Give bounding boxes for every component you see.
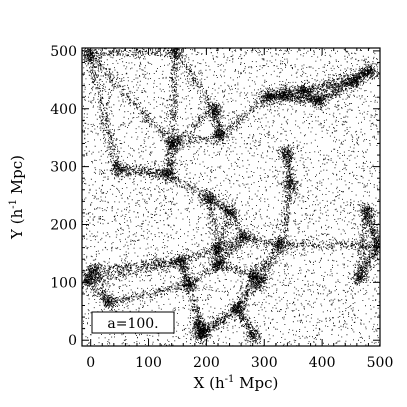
particle-point-cluster [170, 79, 369, 333]
annotation-label: a=100. [107, 316, 158, 332]
y-tick-label: 100 [50, 275, 77, 291]
particle-point-cluster [89, 61, 380, 340]
x-tick-label: 200 [193, 355, 220, 371]
x-tick-label: 100 [135, 355, 162, 371]
y-tick-label: 500 [50, 44, 77, 60]
particle-point-cluster [83, 52, 373, 315]
x-tick-label: 300 [251, 355, 278, 371]
y-axis-label: Y (h-1 Mpc) [8, 155, 26, 240]
particle-point-cluster [82, 48, 380, 346]
y-tick-label: 0 [68, 333, 77, 349]
y-tick-label: 300 [50, 160, 77, 176]
scale-factor-annotation: a=100. [91, 311, 175, 334]
particle-point-cluster [85, 82, 380, 290]
x-tick-label: 500 [367, 355, 394, 371]
x-axis-label: X (h-1 Mpc) [194, 374, 279, 392]
x-tick-label: 0 [86, 355, 95, 371]
particle-points [82, 48, 380, 346]
plot-frame [81, 47, 381, 347]
y-tick-label: 400 [50, 102, 77, 118]
x-tick-labels: 0 100 200 300 400 500 [86, 355, 393, 371]
y-tick-label: 200 [50, 217, 77, 233]
x-tick-label: 400 [309, 355, 336, 371]
axis-ticks [82, 48, 381, 346]
y-tick-labels: 0 100 200 300 400 500 [50, 44, 77, 349]
annotation-box [91, 311, 175, 334]
